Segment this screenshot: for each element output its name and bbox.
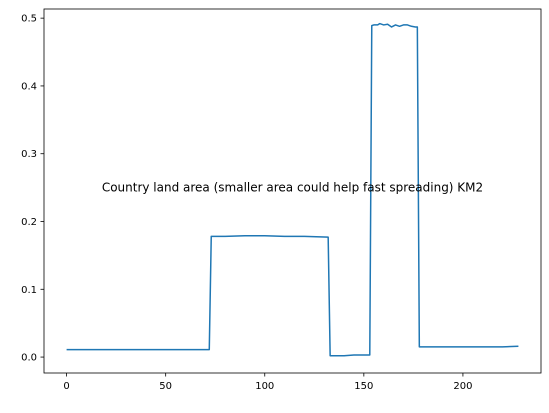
y-tick-label: 0.1	[21, 285, 37, 296]
plot-frame	[43, 8, 542, 374]
y-tick-label: 0.4	[21, 81, 37, 92]
x-tick-label: 0	[63, 381, 69, 392]
series-line	[66, 22, 519, 357]
chart-title: Country land area (smaller area could he…	[102, 181, 483, 195]
x-tick-label: 150	[354, 381, 373, 392]
x-tick-label: 50	[159, 381, 172, 392]
axes	[43, 8, 542, 374]
y-axis-ticks: 0.0 0.1 0.2 0.3 0.4 0.5	[21, 14, 44, 364]
y-tick-label: 0.5	[21, 14, 37, 25]
series-lines	[66, 22, 519, 357]
x-tick-label: 200	[453, 381, 472, 392]
y-tick-label: 0.3	[21, 149, 37, 160]
x-axis-ticks: 0 50 100 150 200	[63, 373, 472, 392]
x-tick-label: 100	[255, 381, 274, 392]
y-tick-label: 0.2	[21, 217, 37, 228]
y-tick-label: 0.0	[21, 353, 37, 364]
